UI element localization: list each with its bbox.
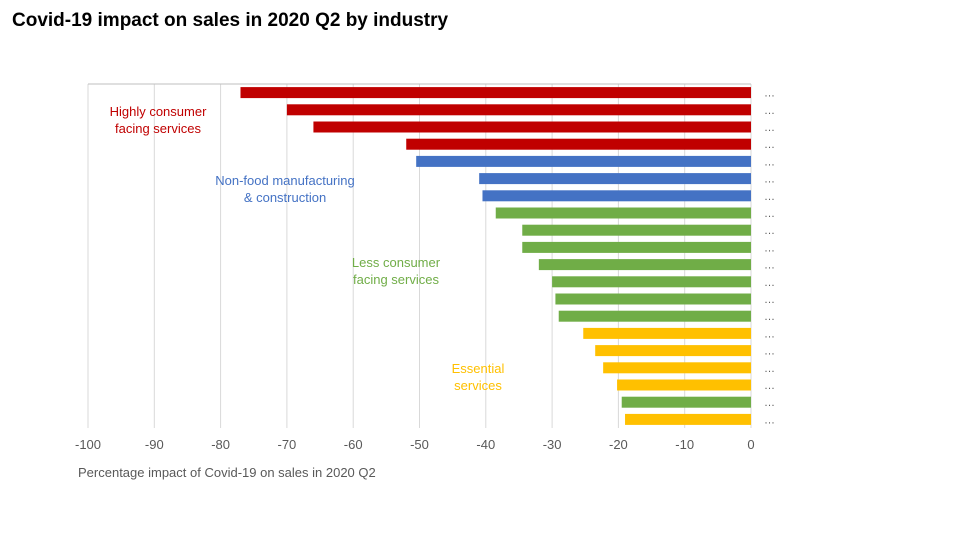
bar [558,310,751,322]
category-label: … [764,174,775,186]
x-axis-label: Percentage impact of Covid-19 on sales i… [78,465,376,480]
category-label: … [764,260,775,272]
x-tick-label: -80 [211,437,230,452]
category-label: … [764,105,775,117]
bar [522,224,751,236]
bar [583,327,751,339]
x-axis-ticks: -100 -90 -80 -70 -60 -50 -40 -30 -20 -10 0 [75,437,755,452]
x-tick-label: -30 [543,437,562,452]
bar [286,104,751,116]
bar [538,259,751,271]
bar [482,190,751,202]
bar [555,293,751,305]
x-tick-label: -40 [476,437,495,452]
group-label: & construction [244,190,326,205]
category-label: … [764,122,775,134]
category-label: … [764,156,775,168]
bar [595,345,751,357]
bar [617,379,751,391]
bar [621,396,751,408]
category-label: … [764,294,775,306]
group-label: services [454,378,502,393]
group-label: facing services [353,272,439,287]
category-label: … [764,191,775,203]
category-label: … [764,208,775,220]
category-label: … [764,242,775,254]
x-tick-label: -10 [675,437,694,452]
x-tick-label: -50 [410,437,429,452]
category-labels: … … … … … … … … … … … … … … … … … … … … [764,88,775,427]
bar [406,138,751,150]
category-label: … [764,139,775,151]
bar [416,155,751,167]
group-label: Non-food manufacturing [215,173,354,188]
category-label: … [764,363,775,375]
bar [625,413,751,425]
category-label: … [764,311,775,323]
group-label: Highly consumer [110,104,207,119]
chart-title: Covid-19 impact on sales in 2020 Q2 by i… [12,10,449,31]
category-label: … [764,414,775,426]
group-label: Essential [452,361,505,376]
bars-group [240,87,752,425]
bar [313,121,751,133]
bar [603,362,751,374]
bar [552,276,751,288]
category-label: … [764,397,775,409]
x-tick-label: -20 [609,437,628,452]
x-tick-label: -60 [344,437,363,452]
category-label: … [764,328,775,340]
bar [522,241,751,253]
x-tick-label: 0 [747,437,754,452]
x-tick-label: -100 [75,437,101,452]
category-label: … [764,346,775,358]
bar [240,87,752,99]
group-labels: Highly consumer facing services Non-food m… [110,104,505,393]
x-tick-label: -90 [145,437,164,452]
category-label: … [764,380,775,392]
x-tick-label: -70 [278,437,297,452]
bar [479,173,751,185]
group-label: Less consumer [352,255,441,270]
category-label: … [764,88,775,100]
group-label: facing services [115,121,201,136]
category-label: … [764,225,775,237]
category-label: … [764,277,775,289]
bar [495,207,751,219]
